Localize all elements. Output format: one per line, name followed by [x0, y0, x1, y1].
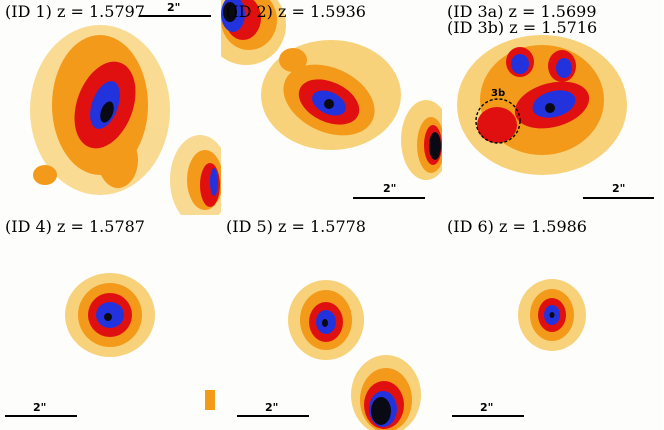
- scale-bar: [583, 197, 654, 199]
- panel-label: (ID 5) z = 1.5778: [226, 217, 366, 236]
- scale-bar: [237, 415, 309, 417]
- scale-bar: [5, 415, 77, 417]
- panel-label: (ID 4) z = 1.5787: [5, 217, 145, 236]
- panel-id3: (ID 3a) z = 1.5699 (ID 3b) z = 1.5716 3b…: [442, 0, 663, 215]
- galaxy-image-id6: [518, 279, 586, 351]
- panel-label: (ID 3a) z = 1.5699: [447, 2, 597, 21]
- scale-label: 2": [167, 1, 181, 14]
- panel-id1: (ID 1) z = 1.5797 2": [0, 0, 221, 215]
- scale-label: 2": [383, 182, 397, 195]
- galaxy-image-id5: [288, 280, 421, 430]
- panel-label-2: (ID 3b) z = 1.5716: [447, 18, 598, 37]
- panel-label: (ID 6) z = 1.5986: [447, 217, 587, 236]
- panel-label: (ID 1) z = 1.5797: [5, 2, 145, 21]
- galaxy-image-id1: [30, 25, 221, 215]
- galaxy-image-id3: [457, 35, 627, 175]
- scale-bar: [139, 15, 211, 17]
- marker-label: 3b: [491, 88, 506, 99]
- panel-id2: (ID 2) z = 1.5936 2": [221, 0, 442, 215]
- galaxy-image-id2: [221, 0, 442, 180]
- scale-label: 2": [33, 401, 47, 414]
- scale-bar: [452, 415, 524, 417]
- panel-label: (ID 2) z = 1.5936: [226, 2, 366, 21]
- marker-circle: [475, 98, 521, 144]
- galaxy-image-id4: [65, 273, 215, 410]
- panel-id5: (ID 5) z = 1.5778 2": [221, 215, 442, 430]
- scale-label: 2": [480, 401, 494, 414]
- scale-label: 2": [265, 401, 279, 414]
- panel-id4: (ID 4) z = 1.5787 2": [0, 215, 221, 430]
- panel-id6: (ID 6) z = 1.5986 2": [442, 215, 663, 430]
- scale-label: 2": [612, 182, 626, 195]
- scale-bar: [353, 197, 425, 199]
